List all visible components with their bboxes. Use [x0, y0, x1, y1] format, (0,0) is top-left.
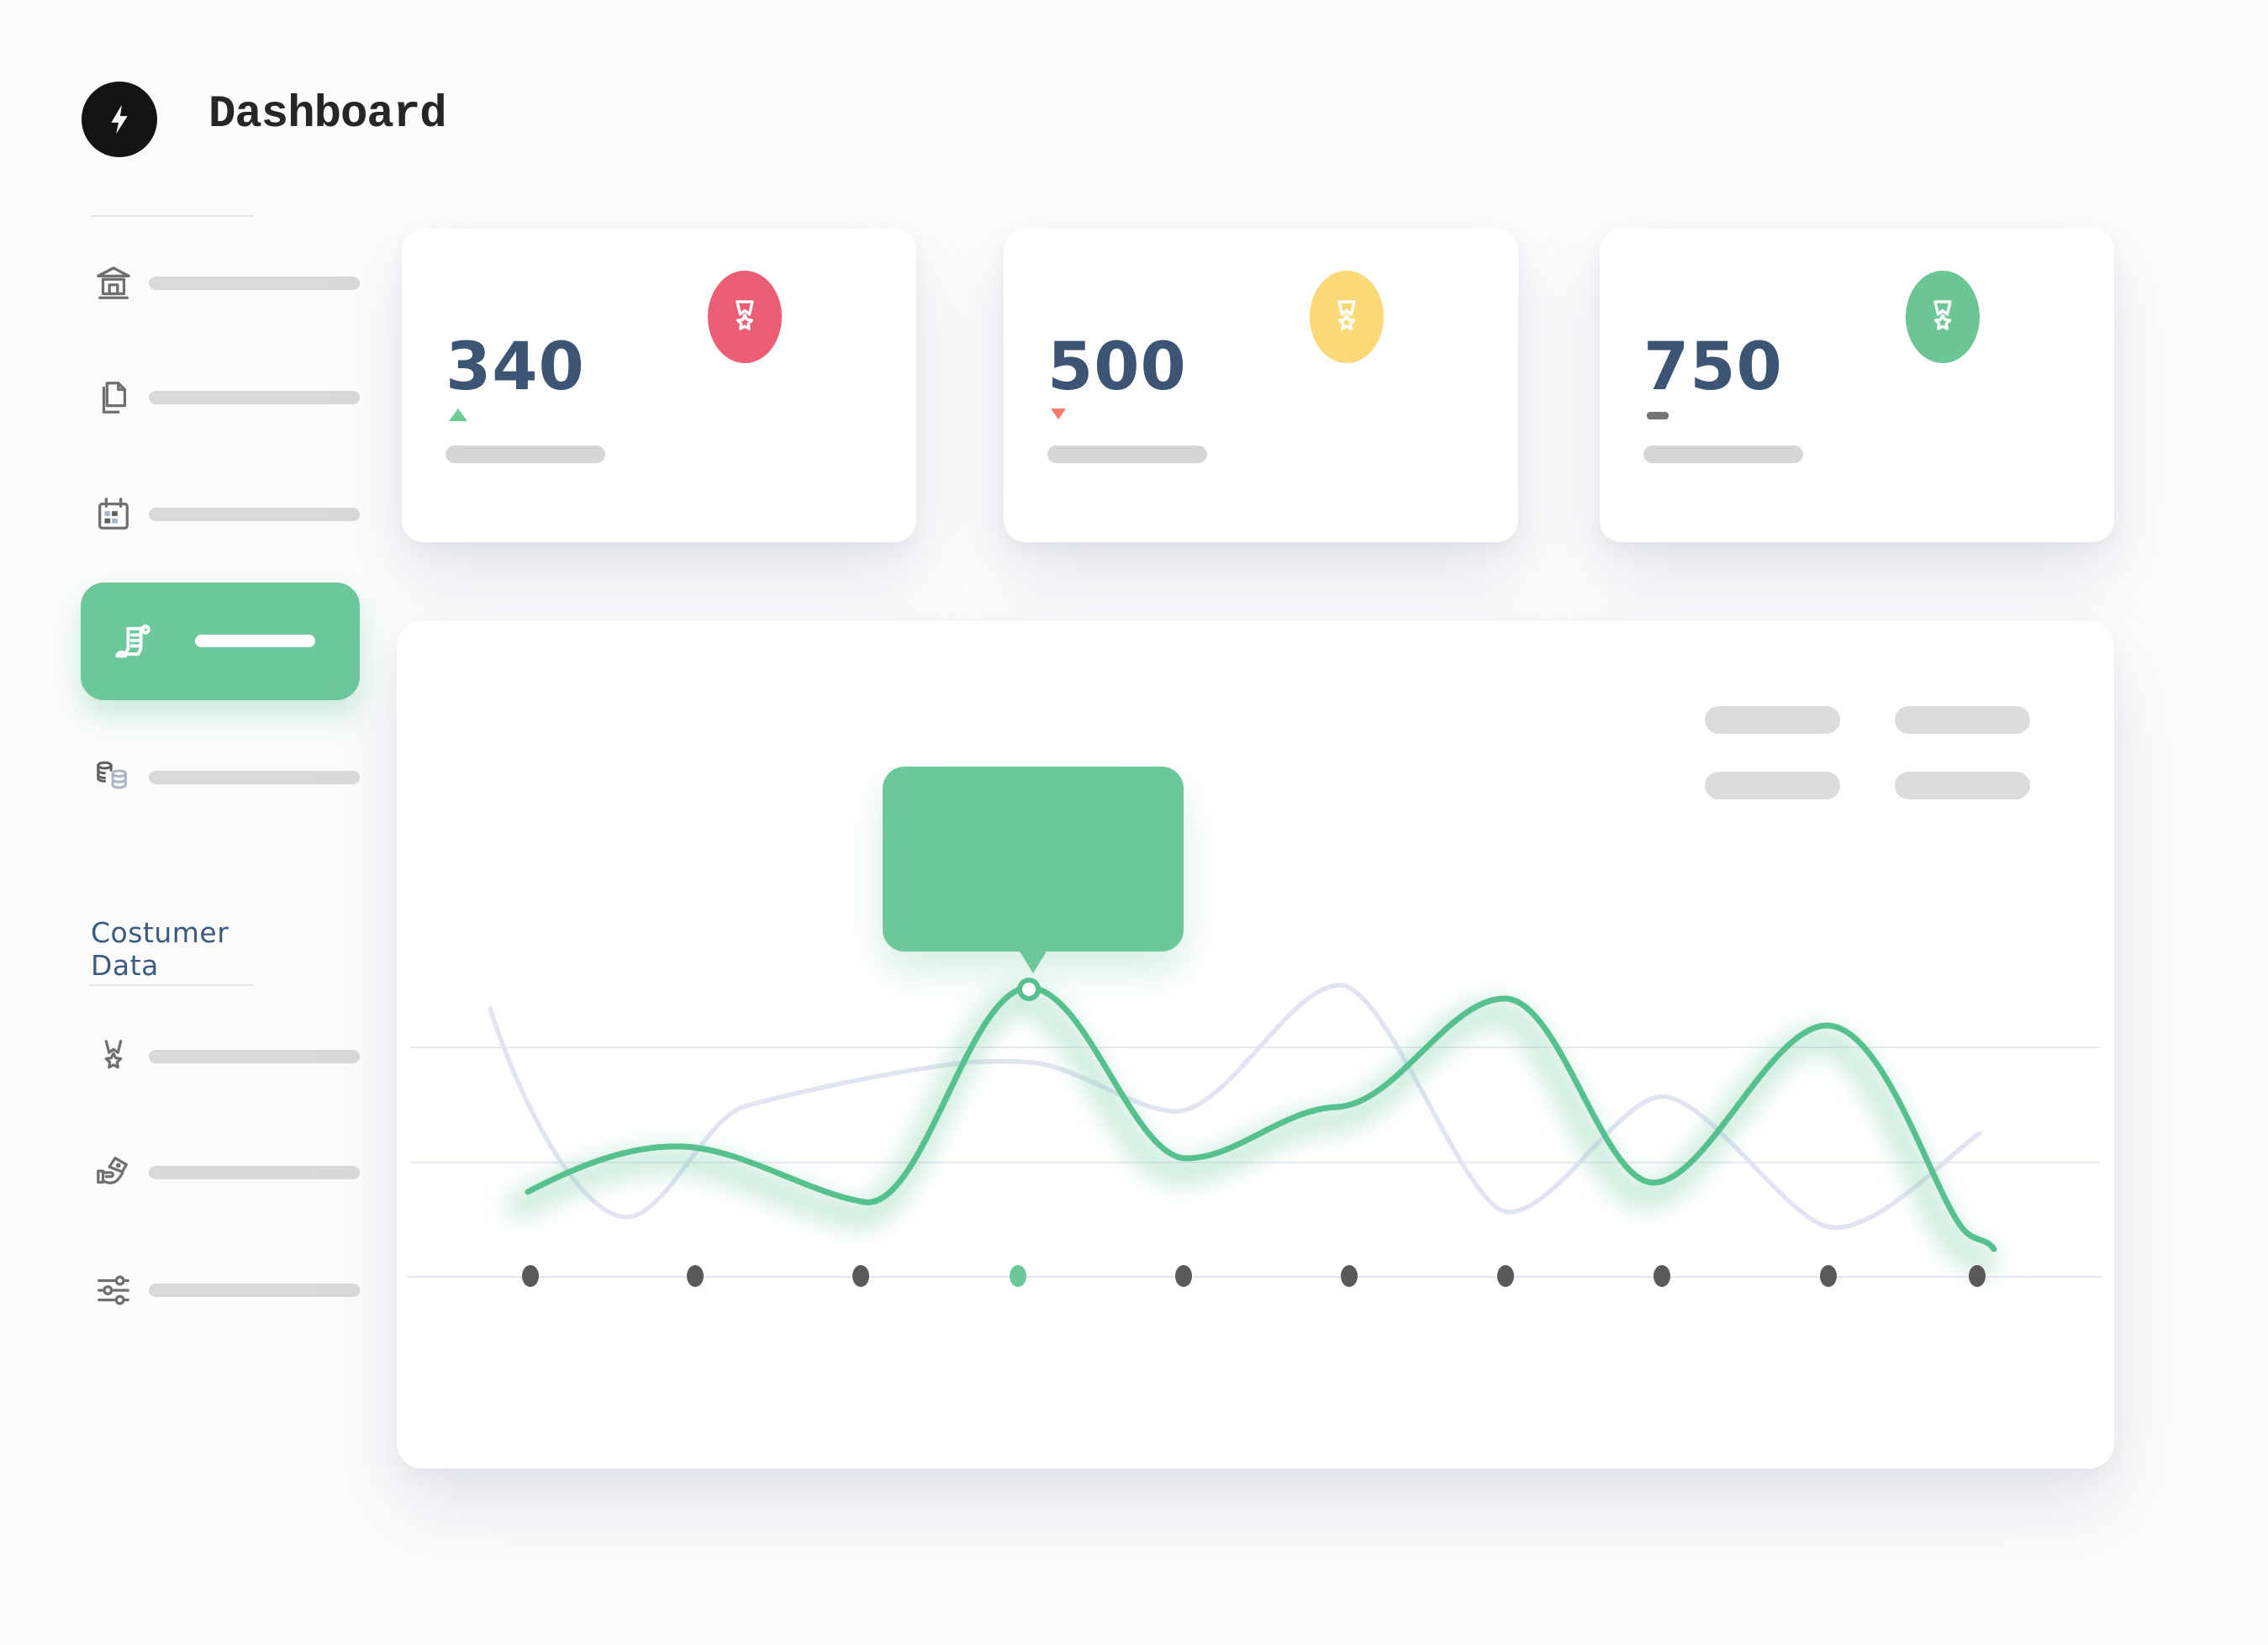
sidebar-item-label-skeleton: [149, 1166, 360, 1179]
sidebar-item-hand-money[interactable]: [81, 1134, 360, 1211]
legend-skeleton-bar: [1895, 706, 2030, 734]
coins-icon: [97, 761, 127, 789]
legend-skeleton-bar: [1705, 772, 1840, 799]
calendar-icon: [98, 498, 129, 530]
stat-label-skeleton: [1047, 446, 1207, 463]
sidebar-item-label-skeleton: [149, 508, 360, 521]
trend-neutral-icon: [1647, 412, 1669, 419]
medal-ribbon-icon: [736, 300, 754, 330]
status-badge: [1310, 271, 1384, 363]
sidebar-item-receipt-active[interactable]: [81, 583, 360, 700]
chart-dot[interactable]: [1820, 1265, 1837, 1287]
stat-label-skeleton: [1643, 446, 1803, 463]
bank-icon: [97, 266, 130, 299]
chart-gridline: [410, 1047, 2101, 1048]
chart-dot[interactable]: [1175, 1265, 1192, 1287]
medal-icon: [104, 1040, 123, 1069]
chart-marker-point[interactable]: [1017, 978, 1041, 1001]
documents-icon: [102, 382, 127, 414]
stat-card-1: 340: [402, 229, 916, 542]
lightning-bolt-icon: [111, 104, 128, 134]
stat-value: 500: [1047, 330, 1187, 405]
stat-value: 750: [1643, 330, 1783, 405]
sidebar-item-calendar[interactable]: [81, 476, 360, 553]
chart-dot[interactable]: [1497, 1265, 1514, 1287]
sidebar-item-label-skeleton: [149, 391, 360, 404]
sliders-icon: [98, 1275, 129, 1305]
sidebar-item-sliders[interactable]: [81, 1252, 360, 1329]
chart-tooltip: [883, 767, 1184, 973]
sidebar-item-coins[interactable]: [81, 739, 360, 816]
chart-dot-active[interactable]: [1010, 1265, 1026, 1287]
sidebar-item-label-skeleton: [149, 771, 360, 784]
chart-dot[interactable]: [1341, 1265, 1358, 1287]
receipt-icon: [115, 625, 150, 658]
status-badge: [1906, 271, 1980, 363]
trend-up-icon: [449, 409, 467, 421]
primary-line: [525, 984, 1997, 1252]
sidebar-item-documents[interactable]: [81, 359, 360, 436]
status-badge: [708, 271, 782, 363]
legend-skeleton-bar: [1705, 706, 1840, 734]
page-title: Dashboard: [208, 89, 447, 140]
chart-dot[interactable]: [687, 1265, 704, 1287]
chart-dot[interactable]: [1969, 1265, 1986, 1287]
chart-dot[interactable]: [1654, 1265, 1670, 1287]
medal-ribbon-icon: [1337, 300, 1356, 330]
chart-curves: [488, 983, 1999, 1276]
stat-card-2: 500: [1004, 229, 1518, 542]
app-logo[interactable]: [82, 82, 157, 157]
sidebar-item-label-skeleton: [195, 635, 315, 647]
chart-panel: [397, 621, 2114, 1468]
stat-label-skeleton: [446, 446, 605, 463]
sidebar-item-label-skeleton: [149, 277, 360, 290]
sidebar-section-label: Costumer Data: [91, 916, 229, 982]
sidebar-item-medal[interactable]: [81, 1018, 360, 1095]
chart-dot[interactable]: [852, 1265, 869, 1287]
chart-dot[interactable]: [522, 1265, 539, 1287]
primary-line-glow: [506, 987, 1999, 1276]
hand-money-icon: [97, 1157, 128, 1184]
chart-gridline: [410, 1162, 2101, 1163]
medal-ribbon-icon: [1933, 300, 1952, 330]
chart-dot-row: [397, 621, 2114, 1468]
legend-skeleton-bar: [1895, 772, 2030, 799]
sidebar-section-divider: [88, 984, 253, 986]
sidebar-top-divider: [91, 215, 254, 217]
stat-card-3: 750: [1600, 229, 2114, 542]
sidebar-item-label-skeleton: [149, 1050, 360, 1063]
sidebar-item-label-skeleton: [149, 1284, 360, 1297]
chart-baseline: [407, 1276, 2102, 1278]
trend-down-icon: [1051, 409, 1066, 419]
stat-value: 340: [446, 330, 585, 405]
sidebar-item-bank[interactable]: [81, 245, 360, 322]
